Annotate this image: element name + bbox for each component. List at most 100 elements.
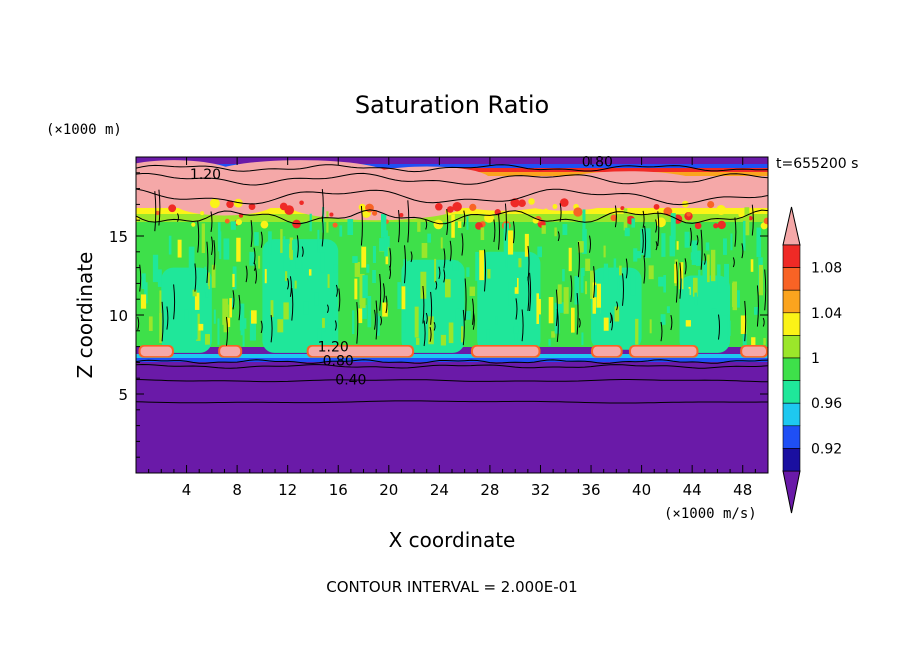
colorbar-swatch — [782, 244, 801, 268]
streak — [636, 251, 642, 259]
upper-fleck — [543, 208, 549, 213]
streak — [633, 248, 638, 262]
contour-line — [250, 220, 253, 247]
streak — [623, 208, 628, 231]
upper-fleck — [694, 222, 702, 230]
streak — [758, 264, 764, 296]
upper-fleck — [748, 216, 753, 221]
streak — [640, 228, 645, 255]
streak — [440, 334, 447, 346]
upper-fleck — [610, 214, 617, 221]
upper-fleck — [469, 203, 477, 211]
colorbar-swatch — [782, 402, 801, 427]
streak — [277, 319, 284, 333]
streak — [144, 282, 148, 304]
contour-line — [379, 273, 382, 311]
streak — [592, 282, 597, 314]
streak — [322, 318, 325, 328]
streak — [763, 337, 766, 345]
contour-line — [375, 300, 378, 340]
streak — [213, 309, 216, 324]
contour-label: 0.80 — [582, 154, 613, 170]
streak — [188, 246, 195, 275]
contour-line — [425, 219, 428, 230]
contour-line — [751, 204, 754, 236]
streak — [420, 271, 427, 299]
upper-fleck — [573, 207, 583, 217]
contour-line — [338, 288, 341, 312]
contour-line — [360, 205, 363, 246]
upper-fleck — [518, 199, 526, 208]
x-tick-label: 24 — [430, 481, 449, 499]
contour-line — [660, 321, 663, 342]
contour-line — [260, 320, 263, 334]
upper-fleck — [329, 212, 334, 217]
contour-line — [570, 275, 573, 302]
streak — [649, 319, 652, 334]
contour-line — [422, 285, 425, 324]
streak — [296, 240, 301, 253]
streak — [264, 268, 267, 284]
ice-supersaturation-patch — [173, 190, 276, 216]
streak — [750, 259, 754, 272]
contour-line — [462, 309, 465, 346]
upper-fleck — [484, 212, 494, 223]
streak — [624, 227, 630, 237]
streak — [694, 292, 698, 306]
contour-line — [389, 265, 391, 280]
band-lower-cyan — [136, 354, 768, 360]
upper-fleck — [332, 222, 338, 228]
streak — [451, 214, 455, 238]
cloud-base-core — [742, 346, 766, 357]
streak — [513, 326, 519, 334]
streak — [333, 264, 338, 273]
upper-fleck — [653, 203, 660, 210]
cloud-base-core — [220, 346, 241, 357]
cloud-base-core — [472, 346, 539, 357]
streak — [582, 228, 587, 254]
streak — [465, 310, 471, 320]
streak — [648, 265, 654, 280]
streak — [448, 322, 454, 344]
contour-line — [197, 220, 200, 253]
streak — [695, 250, 701, 266]
cloud-base-core — [308, 346, 413, 357]
colorbar-swatch — [782, 289, 801, 314]
streak — [184, 309, 189, 320]
y-tick-label: 15 — [109, 228, 128, 246]
streak — [231, 297, 235, 308]
streak — [617, 270, 620, 290]
contour-line — [136, 400, 768, 404]
streak — [401, 286, 406, 310]
streak — [568, 247, 572, 272]
contour-line — [527, 245, 530, 281]
streak — [551, 331, 556, 338]
contour-line — [136, 363, 768, 369]
y-unit-label: (×1000 m) — [46, 122, 122, 138]
contour-line — [253, 262, 256, 271]
contour-line — [643, 255, 646, 284]
streak — [663, 275, 667, 293]
x-unit-label: (×1000 m/s) — [664, 506, 757, 522]
streak — [258, 255, 261, 269]
contour-line — [291, 288, 294, 321]
streak — [194, 292, 200, 310]
upper-fleck — [299, 200, 304, 206]
streak — [401, 311, 406, 333]
streak — [486, 329, 490, 344]
contour-line — [449, 240, 452, 262]
upper-fleck — [365, 203, 374, 213]
contour-line — [136, 172, 768, 186]
streak — [280, 229, 283, 253]
streak — [285, 266, 288, 281]
upper-fleck — [399, 213, 404, 218]
contour-line — [559, 203, 562, 222]
x-tick-label: 36 — [581, 481, 600, 499]
streak — [289, 237, 293, 260]
contour-line — [335, 284, 338, 297]
chart-title: Saturation Ratio — [355, 91, 549, 119]
streak — [536, 293, 539, 324]
ice-supersaturation-patch — [287, 188, 465, 221]
streak — [574, 275, 580, 305]
contour-line — [287, 278, 289, 290]
